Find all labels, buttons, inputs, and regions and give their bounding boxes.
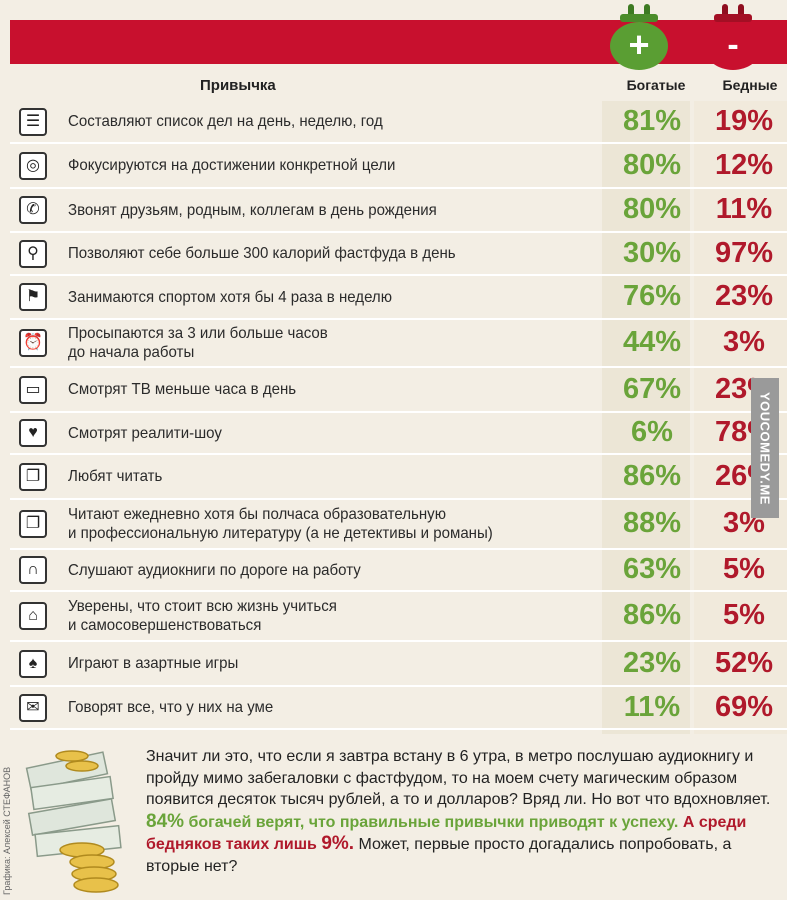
table-row: ♥ Смотрят реалити-шоу 6% 78% [10, 413, 787, 455]
rich-value: 23% [622, 646, 682, 679]
spoon-icon: ⚲ [19, 239, 47, 268]
phone-icon: ✆ [19, 196, 47, 224]
rich-value: 81% [622, 104, 682, 137]
minus-purse-icon: - [704, 4, 762, 70]
habit-label: Звонят друзьям, родным, коллегам в день … [68, 201, 437, 219]
watermark: YOUCOMEDY.ME [751, 378, 779, 518]
alarm-clock-icon: ⏰ [19, 329, 47, 357]
table-row: ♠ Играют в азартные игры 23% 52% [10, 642, 787, 687]
rich-column-background [602, 101, 690, 734]
rich-value: 86% [622, 599, 682, 631]
graphics-credit: Графика: Алексей СТЕФАНОВ [2, 766, 12, 895]
habit-label: Говорят все, что у них на уме [68, 699, 274, 716]
rich-value: 63% [622, 553, 682, 585]
plus-symbol: + [628, 24, 649, 65]
graduation-cap-icon: ⌂ [19, 602, 47, 630]
habit-label: Смотрят реалити-шоу [68, 424, 222, 442]
habit-label: Играют в азартные игры [68, 655, 239, 672]
poor-belief: А среди бедняков таких лишь 9%. [146, 813, 747, 855]
table-row: ⚲ Позволяют себе больше 300 калорий фастф… [10, 233, 787, 276]
spade-icon: ♠ [19, 649, 47, 678]
habit-column-header: Привычка [200, 77, 276, 94]
plus-purse-icon: + [610, 4, 668, 70]
book-icon: ❐ [19, 462, 47, 491]
top-banner [10, 20, 787, 64]
rich-belief-percent: 84% [146, 810, 185, 832]
habit-label: Просыпаются за 3 или больше часов до нач… [68, 325, 328, 361]
poor-column-header: Бедные [722, 77, 778, 93]
rich-belief: 84% богачей верят, что правильные привыч… [146, 810, 679, 832]
table-row: ⚑ Занимаются спортом хотя бы 4 раза в нед… [10, 276, 787, 320]
rich-value: 88% [622, 507, 682, 539]
rich-value: 80% [622, 193, 682, 225]
list-icon: ☰ [19, 107, 47, 136]
poor-value: 5% [723, 599, 765, 631]
poor-value: 5% [723, 553, 765, 585]
headphones-icon: ∩ [19, 556, 47, 584]
poor-value: 69% [714, 690, 774, 723]
rich-value: 67% [622, 372, 682, 405]
table-row: ⏰ Просыпаются за 3 или больше часов до на… [10, 320, 787, 368]
poor-belief-percent: 9%. [321, 833, 355, 854]
poor-belief-text: А среди бедняков таких лишь [146, 813, 747, 854]
rich-value: 80% [622, 148, 682, 181]
minus-symbol: - [727, 26, 738, 64]
table-row: ☰ Составляют список дел на день, неделю, … [10, 101, 787, 144]
habit-label: Смотрят ТВ меньше часа в день [68, 381, 297, 398]
table-row: ✉ Говорят все, что у них на уме 11% 69% [10, 687, 787, 730]
footer-paragraph: Значит ли это, что если я завтра встану … [146, 746, 782, 877]
footer-line-2-lead: Вряд ли. Но вот что вдохновляет. [522, 791, 771, 808]
habit-label: Слушают аудиокниги по дороге на работу [68, 561, 361, 579]
poor-value: 3% [723, 326, 765, 358]
poor-value: 12% [714, 148, 774, 181]
rich-value: 76% [622, 280, 682, 312]
rich-value: 30% [622, 236, 682, 269]
habit-label: Составляют список дел на день, неделю, г… [68, 113, 383, 130]
rich-value: 44% [622, 326, 682, 358]
table-row: ✆ Звонят друзьям, родным, коллегам в день… [10, 189, 787, 233]
poor-value: 11% [715, 193, 773, 225]
rich-belief-text: богачей верят, что правильные привычки п… [188, 813, 679, 831]
poor-value: 19% [714, 104, 774, 137]
target-icon: ◎ [19, 151, 47, 180]
footer-line-3: Может, первые просто догадались попробов… [146, 836, 732, 875]
money-stack-icon [25, 750, 122, 893]
table-header: Привычка Богатые Бедные [10, 70, 787, 102]
habit-label: Фокусируются на достижении конкретной це… [68, 157, 396, 174]
rich-value: 86% [622, 459, 682, 492]
table-row: ▭ Смотрят ТВ меньше часа в день 67% 23% [10, 368, 787, 413]
habit-label: Уверены, что стоит всю жизнь учиться и с… [68, 598, 337, 634]
table-row: ❐ Любят читать 86% 26% [10, 455, 787, 500]
footer-text: Значит ли это, что если я завтра встану … [146, 746, 782, 877]
table-row: ⌂ Уверены, что стоит всю жизнь учиться и … [10, 592, 787, 642]
poor-value: 97% [714, 236, 774, 269]
poor-value: 52% [714, 646, 774, 679]
rich-value: 6% [631, 416, 673, 448]
tv-heart-icon: ♥ [19, 419, 47, 447]
book-icon: ❐ [19, 510, 47, 538]
runner-icon: ⚑ [19, 283, 47, 311]
tv-icon: ▭ [19, 375, 47, 404]
rich-value: 11% [623, 690, 681, 723]
table-row: ❐ Читают ежедневно хотя бы полчаса образо… [10, 500, 787, 550]
habit-label: Занимаются спортом хотя бы 4 раза в неде… [68, 288, 392, 306]
table-row: ◎ Фокусируются на достижении конкретной ц… [10, 144, 787, 189]
habit-label: Читают ежедневно хотя бы полчаса образов… [68, 506, 493, 542]
poor-value: 23% [714, 280, 774, 312]
table-row: ∩ Слушают аудиокниги по дороге на работу 6… [10, 550, 787, 592]
habit-label: Любят читать [68, 468, 163, 485]
footer-line-1: Значит ли это, что если я завтра встану … [146, 748, 754, 808]
habit-label: Позволяют себе больше 300 калорий фастфу… [68, 245, 456, 262]
rich-column-header: Богатые [626, 77, 686, 93]
speech-bubble-icon: ✉ [19, 693, 47, 722]
